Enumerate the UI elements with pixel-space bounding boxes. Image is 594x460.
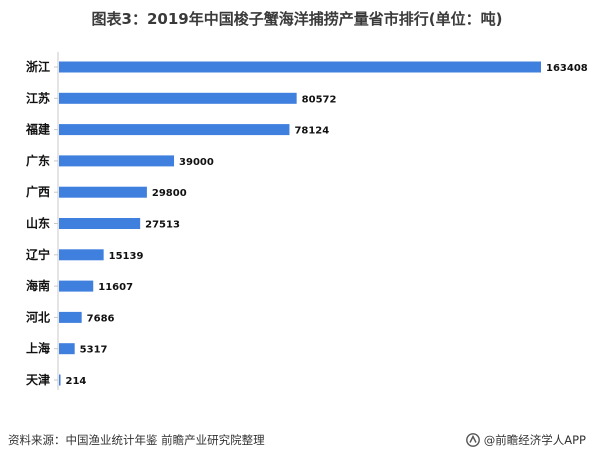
- category-label: 上海: [26, 341, 50, 356]
- category-label: 广东: [26, 153, 50, 168]
- value-label: 163408: [546, 63, 588, 74]
- bar: [59, 155, 175, 167]
- category-label: 福建: [25, 122, 51, 137]
- category-label: 山东: [26, 216, 50, 231]
- value-label: 214: [66, 376, 87, 387]
- footer: 资料来源：中国渔业统计年鉴 前瞻产业研究院整理 @前瞻经济学人APP: [8, 432, 586, 448]
- chart-title: 图表3：2019年中国梭子蟹海洋捕捞产量省市排行(单位：吨): [91, 10, 503, 28]
- category-label: 海南: [26, 278, 50, 293]
- category-label: 浙江: [26, 59, 50, 74]
- bar: [59, 374, 61, 386]
- bar: [59, 343, 75, 355]
- category-label: 辽宁: [26, 247, 50, 262]
- brand-credit: @前瞻经济学人APP: [465, 432, 586, 448]
- value-label: 7686: [87, 313, 115, 324]
- bar: [59, 218, 141, 229]
- bar: [59, 311, 82, 323]
- bar: [59, 280, 94, 292]
- category-label: 河北: [25, 309, 50, 324]
- bar: [59, 124, 290, 136]
- value-label: 39000: [179, 157, 214, 168]
- brand-text: @前瞻经济学人APP: [483, 433, 586, 447]
- category-label: 天津: [26, 372, 50, 387]
- bars-layer: 浙江 163408 江苏 80572 福建 78124 广东 39000 广西 29800 山东 27…: [25, 52, 588, 390]
- bar: [59, 92, 297, 104]
- category-label: 江苏: [26, 90, 50, 105]
- value-label: 80572: [302, 94, 337, 105]
- value-label: 78124: [294, 126, 329, 137]
- value-label: 29800: [152, 188, 187, 199]
- value-label: 5317: [80, 345, 108, 356]
- bar: [59, 61, 541, 73]
- source-note: 资料来源：中国渔业统计年鉴 前瞻产业研究院整理: [8, 433, 265, 447]
- brand-logo-icon: [465, 433, 480, 447]
- bar: [59, 186, 147, 198]
- bar: [59, 249, 104, 261]
- category-label: 广西: [26, 184, 50, 199]
- value-label: 15139: [109, 251, 144, 262]
- value-label: 27513: [145, 220, 180, 231]
- value-label: 11607: [98, 282, 133, 293]
